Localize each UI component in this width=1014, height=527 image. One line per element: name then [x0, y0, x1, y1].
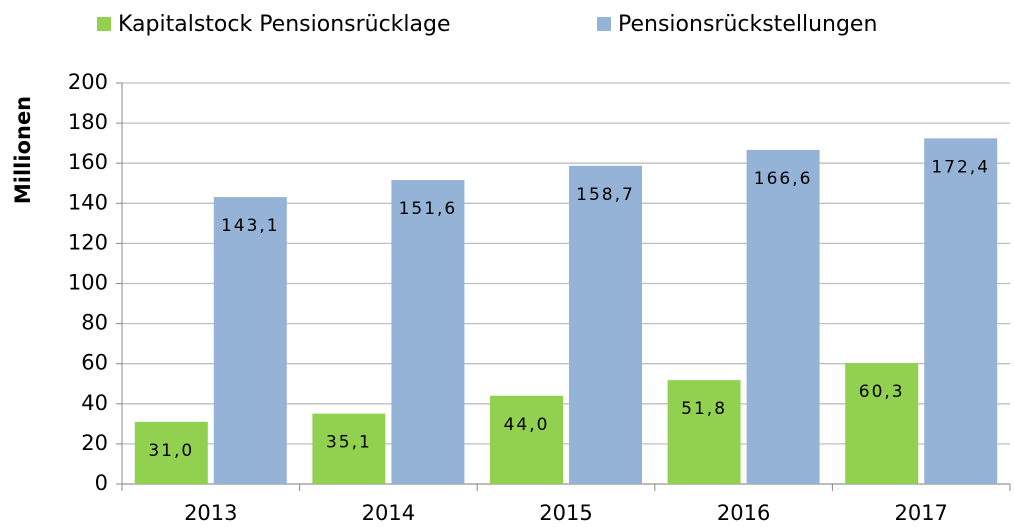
- legend-label: Kapitalstock Pensionsrücklage: [118, 12, 451, 37]
- value-label: 143,1: [221, 216, 280, 236]
- y-tick-label: 120: [68, 230, 108, 254]
- y-tick-label: 100: [68, 271, 108, 295]
- bar: [924, 138, 998, 484]
- y-tick-label: 80: [81, 311, 108, 335]
- bar: [134, 421, 208, 484]
- bar: [569, 165, 642, 484]
- value-label: 172,4: [931, 157, 990, 177]
- value-label: 35,1: [326, 433, 372, 453]
- bar: [845, 363, 919, 484]
- bar: [213, 197, 287, 484]
- x-tick-label: 2016: [717, 501, 770, 525]
- y-tick-label: 180: [68, 110, 108, 134]
- y-tick-label: 140: [68, 190, 108, 214]
- value-label: 44,0: [504, 415, 550, 435]
- value-label: 51,8: [681, 399, 727, 419]
- y-tick-label: 40: [81, 391, 108, 415]
- bar: [667, 380, 741, 484]
- x-tick-label: 2013: [184, 501, 237, 525]
- y-tick-label: 160: [68, 150, 108, 174]
- y-tick-label: 20: [81, 431, 108, 455]
- y-tick-label: 0: [95, 471, 108, 495]
- bar: [312, 413, 386, 484]
- value-label: 166,6: [754, 169, 813, 189]
- value-label: 158,7: [576, 185, 635, 205]
- y-tick-label: 200: [68, 70, 108, 94]
- x-tick-label: 2017: [894, 501, 947, 525]
- x-tick-label: 2014: [362, 501, 415, 525]
- legend-label: Pensionsrückstellungen: [618, 12, 877, 37]
- legend-swatch: [97, 17, 111, 31]
- x-tick-label: 2015: [539, 501, 592, 525]
- value-label: 31,0: [148, 441, 194, 461]
- value-label: 60,3: [859, 382, 905, 402]
- bar: [490, 395, 563, 484]
- y-axis-label: Millionen: [11, 96, 35, 204]
- bar: [746, 149, 820, 485]
- bar: [391, 180, 465, 485]
- value-label: 151,6: [399, 199, 458, 219]
- y-tick-label: 60: [81, 351, 108, 375]
- legend-swatch: [597, 17, 611, 31]
